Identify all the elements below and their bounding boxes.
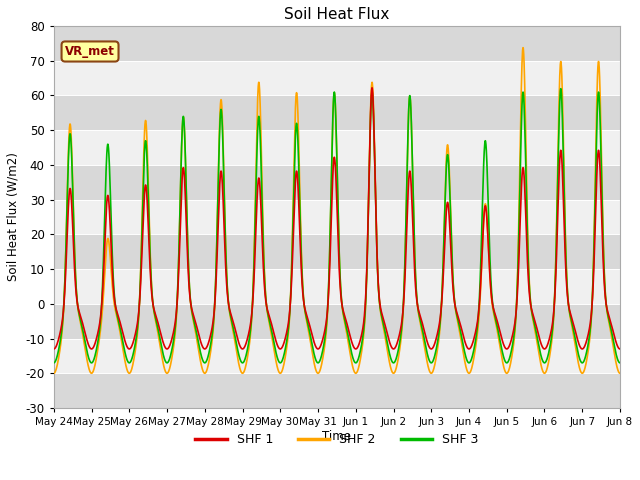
Bar <box>54 165 620 200</box>
Bar <box>54 269 620 304</box>
Bar <box>54 130 620 165</box>
Legend: SHF 1, SHF 2, SHF 3: SHF 1, SHF 2, SHF 3 <box>191 429 483 451</box>
Title: Soil Heat Flux: Soil Heat Flux <box>284 7 390 22</box>
Bar <box>54 304 620 338</box>
Bar <box>54 96 620 130</box>
Bar <box>54 234 620 269</box>
Bar <box>54 373 620 408</box>
X-axis label: Time: Time <box>323 430 351 443</box>
Y-axis label: Soil Heat Flux (W/m2): Soil Heat Flux (W/m2) <box>7 153 20 281</box>
Bar <box>54 60 620 96</box>
Bar <box>54 338 620 373</box>
Bar <box>54 26 620 60</box>
Text: VR_met: VR_met <box>65 45 115 58</box>
Bar <box>54 200 620 234</box>
